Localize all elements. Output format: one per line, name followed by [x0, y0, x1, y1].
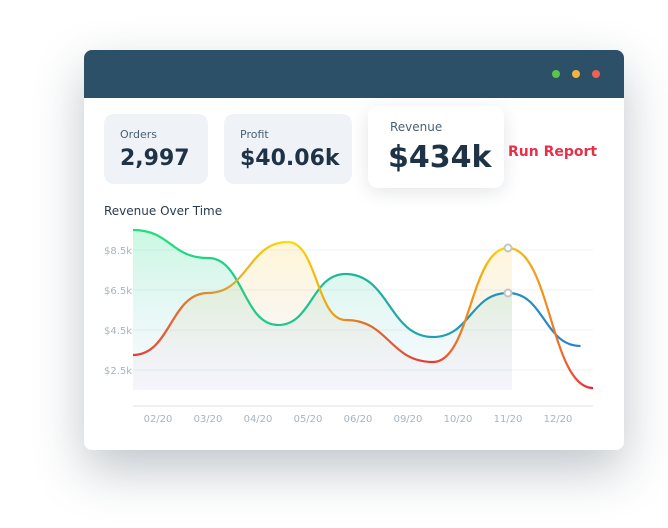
revenue-label: Revenue — [390, 120, 443, 134]
profit-value: $40.06k — [240, 146, 340, 171]
y-tick-label: $8.5k — [104, 246, 132, 257]
y-tick-label: $4.5k — [104, 326, 132, 337]
revenue-card: Revenue $434k — [368, 106, 504, 188]
revenue-value: $434k — [388, 140, 492, 175]
x-tick-label: 02/20 — [144, 414, 173, 425]
x-tick-label: 06/20 — [344, 414, 373, 425]
x-tick-label: 10/20 — [444, 414, 473, 425]
series-line — [132, 240, 594, 390]
close-button[interactable] — [592, 70, 600, 78]
maximize-button[interactable] — [572, 70, 580, 78]
x-tick-label: 05/20 — [294, 414, 323, 425]
highlight-point — [503, 243, 513, 253]
chart-title: Revenue Over Time — [104, 204, 223, 218]
title-bar — [84, 50, 624, 98]
y-tick-label: $2.5k — [104, 366, 132, 377]
x-tick-label: 04/20 — [244, 414, 273, 425]
orders-value: 2,997 — [120, 146, 190, 171]
minimize-button[interactable] — [552, 70, 560, 78]
x-tick-label: 11/20 — [494, 414, 523, 425]
y-tick-label: $6.5k — [104, 286, 132, 297]
highlight-point — [503, 288, 513, 298]
profit-label: Profit — [240, 128, 269, 141]
run-report-button[interactable]: Run Report — [508, 144, 598, 160]
x-tick-label: 12/20 — [544, 414, 573, 425]
series-area — [133, 242, 512, 390]
x-tick-label: 03/20 — [194, 414, 223, 425]
x-tick-label: 09/20 — [394, 414, 423, 425]
profit-card: Profit $40.06k — [224, 114, 352, 184]
orders-card: Orders 2,997 — [104, 114, 208, 184]
orders-label: Orders — [120, 128, 157, 141]
